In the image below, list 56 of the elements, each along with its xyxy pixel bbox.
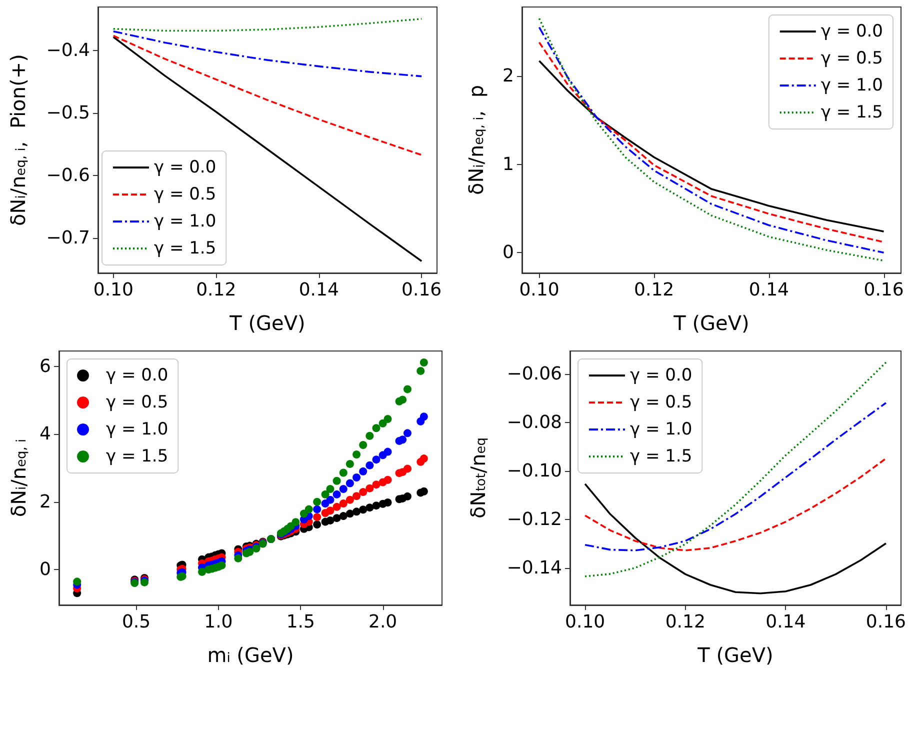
y-tick-label: −0.6: [46, 165, 90, 186]
x-axis-title: T (GeV): [228, 311, 306, 335]
x-tick-label: 2.0: [368, 612, 398, 632]
legend-label: γ = 0.0: [106, 366, 168, 386]
y-tick-label: −0.14: [506, 557, 562, 578]
x-tick-label: 0.10: [519, 280, 560, 300]
y-axis-title: δNi/neq, i, Pion(+): [6, 54, 30, 226]
x-tick-label: 0.12: [665, 612, 706, 632]
x-axis-title: mi (GeV): [207, 643, 294, 667]
x-tick-label: 0.14: [748, 280, 789, 300]
x-tick-label: 0.16: [864, 280, 904, 300]
y-tick-label: 1: [502, 154, 514, 175]
y-tick-label: 2: [40, 491, 51, 512]
y-tick-label: −0.08: [506, 412, 562, 433]
legend-label: γ = 1.5: [154, 238, 216, 258]
x-tick-label: 1.0: [204, 612, 233, 632]
y-tick-label: −0.7: [46, 228, 90, 249]
x-tick-label: 0.10: [565, 612, 606, 632]
y-axis-title: δNi/neq, i: [6, 438, 31, 518]
y-tick-label: −0.5: [46, 102, 90, 124]
legend-label: γ = 1.0: [630, 420, 692, 440]
legend-label: γ = 1.0: [106, 420, 168, 440]
x-axis-title: T (GeV): [672, 311, 750, 335]
y-tick-label: −0.10: [506, 460, 562, 482]
x-tick-label: 0.12: [634, 280, 674, 300]
legend-label: γ = 0.5: [630, 392, 692, 412]
legend-label: γ = 0.5: [820, 48, 884, 68]
x-axis-title: T (GeV): [696, 643, 774, 667]
y-tick-label: −0.12: [506, 508, 562, 530]
x-tick-label: 0.5: [122, 612, 151, 632]
legend-label: γ = 1.0: [820, 76, 884, 96]
y-tick-label: −0.4: [46, 40, 90, 62]
x-tick-label: 0.16: [402, 280, 442, 300]
legend-label: γ = 1.0: [154, 212, 216, 232]
y-tick-label: −0.06: [506, 363, 562, 384]
x-tick-label: 0.16: [866, 612, 906, 632]
legend-label: γ = 0.0: [154, 158, 216, 178]
x-tick-label: 0.14: [298, 280, 339, 300]
y-tick-label: 0: [502, 242, 514, 264]
y-axis-title: δNi/neq, i, p: [464, 84, 488, 196]
x-tick-label: 1.5: [286, 612, 315, 632]
legend-label: γ = 0.0: [630, 366, 692, 386]
y-tick-label: 4: [40, 424, 51, 445]
legend-label: γ = 0.5: [106, 392, 168, 412]
y-axis-title: δNtot/neq: [466, 437, 490, 519]
x-tick-label: 0.14: [766, 612, 806, 632]
x-tick-label: 0.10: [93, 280, 134, 300]
legend-label: γ = 1.5: [630, 446, 692, 466]
y-tick-label: 6: [40, 356, 51, 378]
legend-label: γ = 1.5: [106, 446, 168, 466]
legend-label: γ = 0.0: [820, 22, 884, 42]
x-tick-label: 0.12: [196, 280, 236, 300]
legend-label: γ = 0.5: [154, 184, 216, 204]
y-tick-label: 0: [40, 558, 51, 580]
legend-label: γ = 1.5: [820, 102, 884, 122]
y-tick-label: 2: [502, 65, 514, 86]
